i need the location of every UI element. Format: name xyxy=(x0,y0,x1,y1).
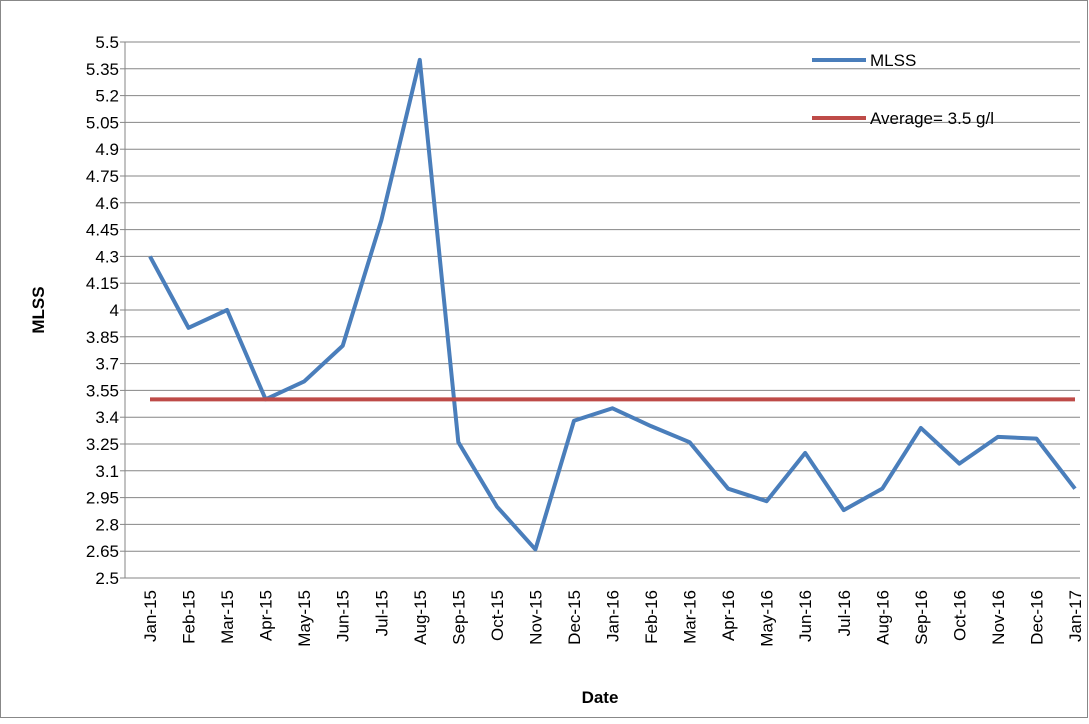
x-tick-label: Jul-15 xyxy=(372,590,391,636)
y-tick-label: 3.55 xyxy=(86,381,119,400)
y-tick-label: 2.65 xyxy=(86,542,119,561)
x-tick-label: May-16 xyxy=(758,590,777,647)
y-tick-label: 4.75 xyxy=(86,167,119,186)
x-tick-label: Oct-16 xyxy=(950,590,969,641)
y-tick-label: 4.3 xyxy=(95,247,119,266)
legend-label: MLSS xyxy=(870,51,916,70)
y-tick-label: 4.15 xyxy=(86,274,119,293)
x-tick-label: Jun-16 xyxy=(796,590,815,642)
x-tick-label: Mar-15 xyxy=(218,590,237,644)
y-tick-label: 4 xyxy=(110,301,119,320)
y-tick-label: 5.2 xyxy=(95,87,119,106)
y-tick-label: 4.6 xyxy=(95,194,119,213)
y-tick-label: 5.35 xyxy=(86,60,119,79)
x-tick-label: Aug-16 xyxy=(873,590,892,645)
x-tick-label: Sep-15 xyxy=(449,590,468,645)
y-tick-label: 4.9 xyxy=(95,140,119,159)
y-tick-label: 4.45 xyxy=(86,221,119,240)
legend-label: Average= 3.5 g/l xyxy=(870,109,994,128)
x-tick-label: Apr-16 xyxy=(719,590,738,641)
series-line xyxy=(148,57,1077,552)
y-axis-title: MLSS xyxy=(29,286,48,333)
x-tick-label: Jan-17 xyxy=(1066,590,1085,642)
x-tick-label: Nov-15 xyxy=(526,590,545,645)
x-tick-label: Aug-15 xyxy=(411,590,430,645)
y-tick-label: 5.5 xyxy=(95,33,119,52)
x-tick-label: Feb-16 xyxy=(642,590,661,644)
x-tick-label: Jan-16 xyxy=(604,590,623,642)
y-tick-label: 3.25 xyxy=(86,435,119,454)
x-tick-label: Apr-15 xyxy=(257,590,276,641)
y-tick-label: 2.5 xyxy=(95,569,119,588)
x-tick-label: Sep-16 xyxy=(912,590,931,645)
y-tick-label: 2.8 xyxy=(95,515,119,534)
x-tick-label: Dec-16 xyxy=(1027,590,1046,645)
x-tick-label: Jan-15 xyxy=(141,590,160,642)
x-tick-label: Nov-16 xyxy=(989,590,1008,645)
y-tick-label: 5.05 xyxy=(86,113,119,132)
x-tick-label: May-15 xyxy=(295,590,314,647)
y-tick-label: 2.95 xyxy=(86,489,119,508)
y-tick-label: 3.85 xyxy=(86,328,119,347)
x-tick-label: Jul-16 xyxy=(835,590,854,636)
x-tick-label: Dec-15 xyxy=(565,590,584,645)
y-tick-label: 3.1 xyxy=(95,462,119,481)
y-tick-label: 3.7 xyxy=(95,355,119,374)
x-tick-label: Jun-15 xyxy=(334,590,353,642)
x-tick-label: Oct-15 xyxy=(488,590,507,641)
x-axis-title: Date xyxy=(582,688,619,707)
x-tick-label: Feb-15 xyxy=(180,590,199,644)
y-tick-label: 3.4 xyxy=(95,408,119,427)
x-tick-label: Mar-16 xyxy=(681,590,700,644)
